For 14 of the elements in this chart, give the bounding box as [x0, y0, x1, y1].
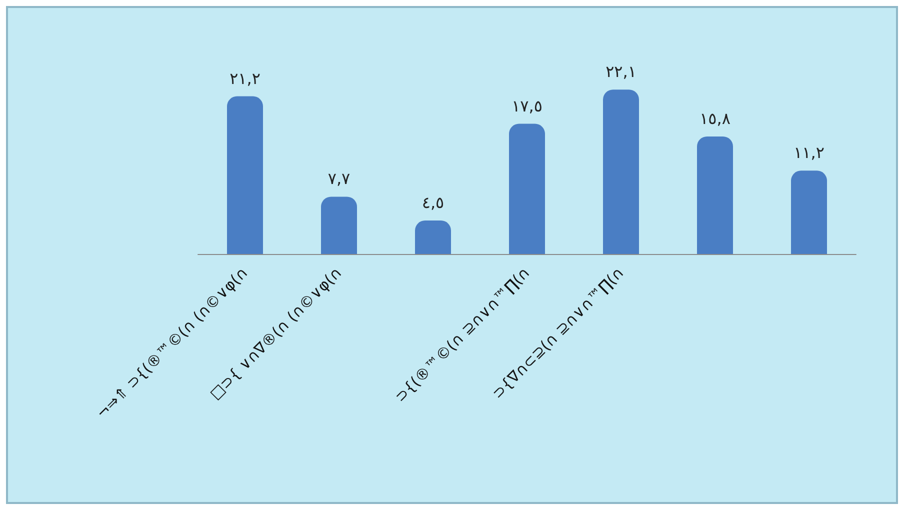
bar — [321, 196, 357, 254]
data-label: ١٧,٥ — [512, 96, 542, 116]
data-label: ٤,٥ — [422, 193, 444, 212]
bar — [227, 96, 263, 254]
data-label: ١٥,٨ — [700, 108, 731, 128]
data-label: ٢٢,١ — [606, 62, 636, 82]
bar — [415, 220, 451, 254]
bar — [697, 136, 733, 254]
bar — [791, 170, 827, 254]
bar — [509, 124, 545, 254]
data-label: ٢١,٢ — [230, 68, 260, 88]
data-label: ٧,٧ — [328, 169, 351, 188]
bar — [603, 90, 639, 254]
data-label: ١١,٢ — [794, 143, 824, 162]
